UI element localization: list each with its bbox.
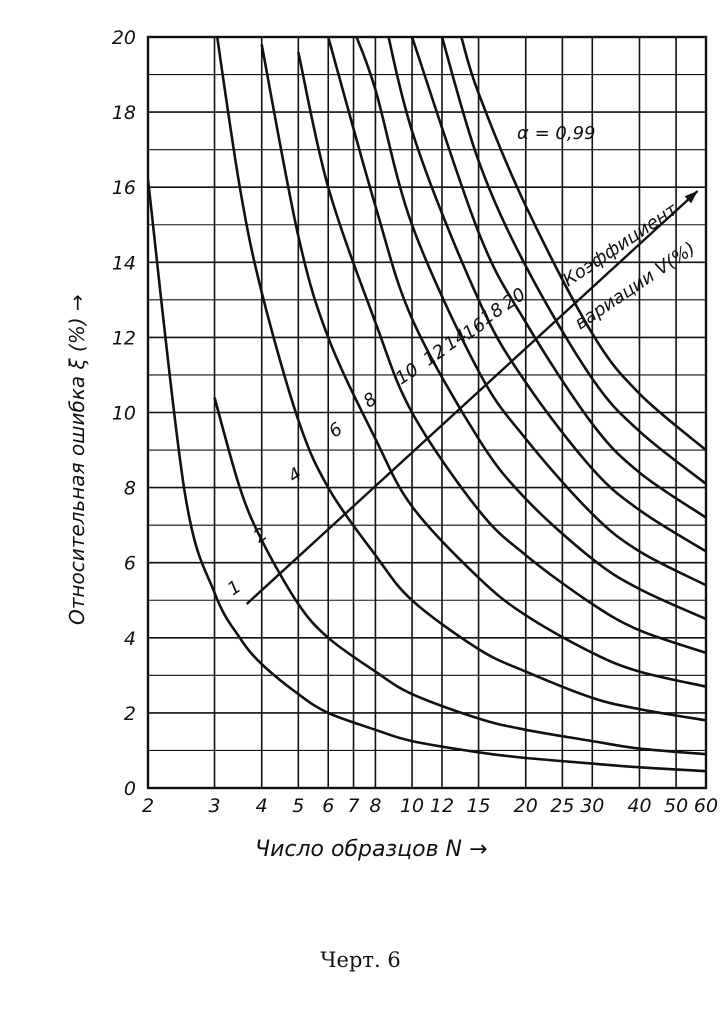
x-tick-label: 7	[347, 795, 359, 817]
x-tick-label: 2	[142, 795, 154, 817]
curve-label: 8	[360, 389, 381, 413]
curve-label: 4	[285, 464, 306, 488]
y-tick-label: 4	[124, 628, 136, 650]
y-tick-label: 10	[112, 403, 136, 425]
x-tick-label: 8	[369, 795, 381, 817]
curve-v14	[387, 37, 706, 553]
variation-arrow	[245, 190, 699, 605]
curve-v12	[355, 37, 706, 587]
x-tick-label: 60	[694, 795, 718, 817]
y-tick-label: 20	[112, 27, 136, 49]
plot-frame	[146, 35, 708, 790]
y-tick-label: 12	[112, 327, 136, 349]
y-tick-label: 0	[124, 778, 136, 800]
grid	[148, 37, 706, 788]
x-axis-title: Число образцов N →	[255, 837, 487, 862]
x-tick-label: 40	[627, 795, 651, 817]
curve-v18	[440, 37, 706, 485]
y-tick-label: 8	[124, 478, 136, 500]
figure-caption: Черт. 6	[320, 948, 401, 972]
confidence-label: α = 0,99	[517, 123, 595, 144]
x-tick-label: 12	[430, 795, 454, 817]
x-tick-label: 3	[208, 795, 220, 817]
curve-v2	[213, 397, 706, 756]
curves	[148, 37, 706, 773]
curve-v6	[260, 44, 706, 688]
curve-label: 2	[250, 524, 271, 548]
curve-v1	[148, 179, 706, 773]
x-tick-label: 4	[256, 795, 268, 817]
y-tick-label: 2	[124, 703, 136, 725]
y-tick-label: 16	[112, 177, 136, 199]
y-tick-labels: 0 2 4 6 8 10 12 14 16 18 20	[112, 27, 136, 800]
x-tick-label: 15	[466, 795, 490, 817]
curve-v10	[326, 37, 706, 621]
curve-label: 1	[224, 576, 245, 600]
curve-label: 10	[392, 359, 423, 389]
y-tick-label: 18	[112, 102, 136, 124]
x-tick-label: 50	[664, 795, 688, 817]
x-tick-label: 30	[580, 795, 604, 817]
x-tick-label: 25	[550, 795, 574, 817]
curve-v20	[460, 37, 706, 452]
arrow-annotation	[245, 190, 699, 605]
plot-border	[146, 35, 708, 790]
curve-v8	[297, 51, 706, 655]
curve-v4	[215, 37, 706, 722]
x-tick-label: 20	[514, 795, 538, 817]
y-tick-label: 6	[124, 553, 136, 575]
x-tick-label: 6	[322, 795, 334, 817]
arrow-head	[684, 190, 698, 204]
y-axis-title: Относительная ошибка ξ (%) →	[65, 294, 89, 625]
x-tick-label: 10	[400, 795, 424, 817]
x-tick-labels: 2 3 4 5 6 7 8 10 12 15 20 25 30 40 50 60	[142, 795, 718, 817]
x-tick-label: 5	[292, 795, 304, 817]
y-tick-label: 14	[112, 252, 136, 274]
